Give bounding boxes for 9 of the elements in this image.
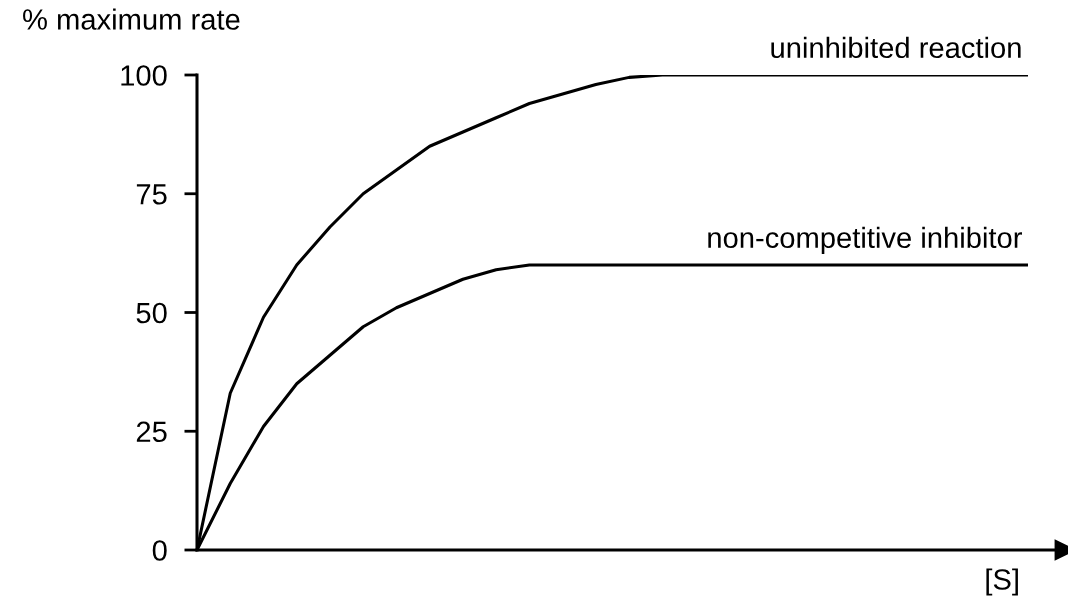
y-axis-title: % maximum rate <box>23 8 240 30</box>
y-tick-label: 0 <box>152 540 167 561</box>
y-tick-label: 100 <box>121 65 167 86</box>
series-label: non-competitive inhibitor <box>708 226 1022 254</box>
x-axis-title: [S] <box>986 568 1018 596</box>
y-tick-label: 75 <box>136 184 167 205</box>
series-label: uninhibited reaction <box>771 36 1021 59</box>
y-tick-label: 50 <box>136 302 167 324</box>
y-tick-label: 25 <box>136 421 167 443</box>
